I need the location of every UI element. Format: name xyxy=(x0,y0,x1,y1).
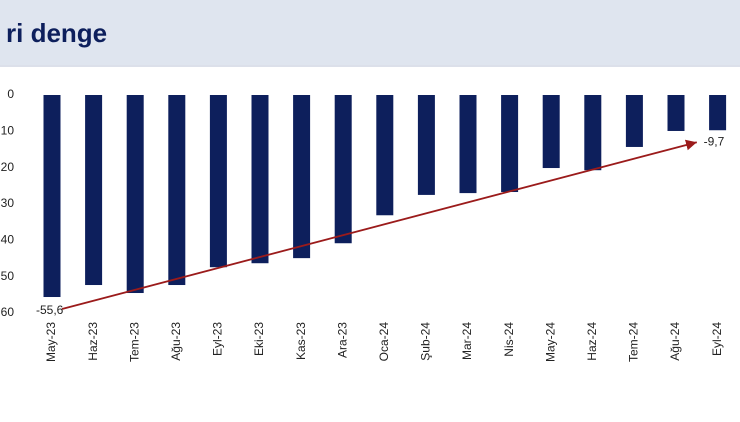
x-tick-label: Tem-23 xyxy=(127,322,141,362)
bar xyxy=(168,95,186,286)
bar xyxy=(376,95,394,216)
y-tick-label: 50 xyxy=(1,269,15,283)
y-tick-label: 60 xyxy=(1,305,15,319)
bar xyxy=(334,95,352,244)
x-tick-label: Şub-24 xyxy=(419,322,433,361)
header-band xyxy=(0,0,740,65)
y-tick-label: 10 xyxy=(1,124,15,138)
bar xyxy=(709,95,727,131)
y-tick-label: 20 xyxy=(1,160,15,174)
x-tick-label: Mar-24 xyxy=(460,322,474,360)
bar xyxy=(542,95,560,169)
bar xyxy=(667,95,685,131)
bar xyxy=(501,95,519,193)
bar xyxy=(209,95,227,268)
bar xyxy=(584,95,602,171)
x-tick-label: Haz-23 xyxy=(86,322,100,361)
bar xyxy=(43,95,61,298)
x-tick-label: May-23 xyxy=(44,322,58,362)
bar xyxy=(251,95,269,264)
x-tick-label: Ağu-23 xyxy=(169,322,183,361)
y-tick-label: 0 xyxy=(7,87,14,101)
x-tick-label: Nis-24 xyxy=(502,322,516,357)
x-tick-label: Haz-24 xyxy=(585,322,599,361)
x-tick-label: Ağu-24 xyxy=(668,322,682,361)
x-tick-label: Kas-23 xyxy=(294,322,308,360)
x-tick-label: Oca-24 xyxy=(377,322,391,362)
trend-arrow xyxy=(61,139,698,310)
bar xyxy=(85,95,103,286)
bar xyxy=(459,95,477,194)
x-tick-label: May-24 xyxy=(543,322,557,362)
x-tick-label: Tem-24 xyxy=(627,322,641,362)
value-label: -55,6 xyxy=(36,303,64,317)
x-tick-label: Eki-23 xyxy=(252,322,266,356)
x-tick-label: Eyl-23 xyxy=(211,322,225,356)
y-tick-label: 40 xyxy=(1,233,15,247)
bar xyxy=(625,95,643,147)
y-tick-label: 30 xyxy=(1,196,15,210)
value-label: -9,7 xyxy=(704,134,725,148)
bar xyxy=(126,95,144,294)
bar xyxy=(417,95,435,195)
x-tick-label: Ara-23 xyxy=(335,322,349,358)
bar xyxy=(293,95,311,259)
x-tick-label: Eyl-24 xyxy=(710,322,724,356)
chart-title: ri denge xyxy=(6,18,107,48)
